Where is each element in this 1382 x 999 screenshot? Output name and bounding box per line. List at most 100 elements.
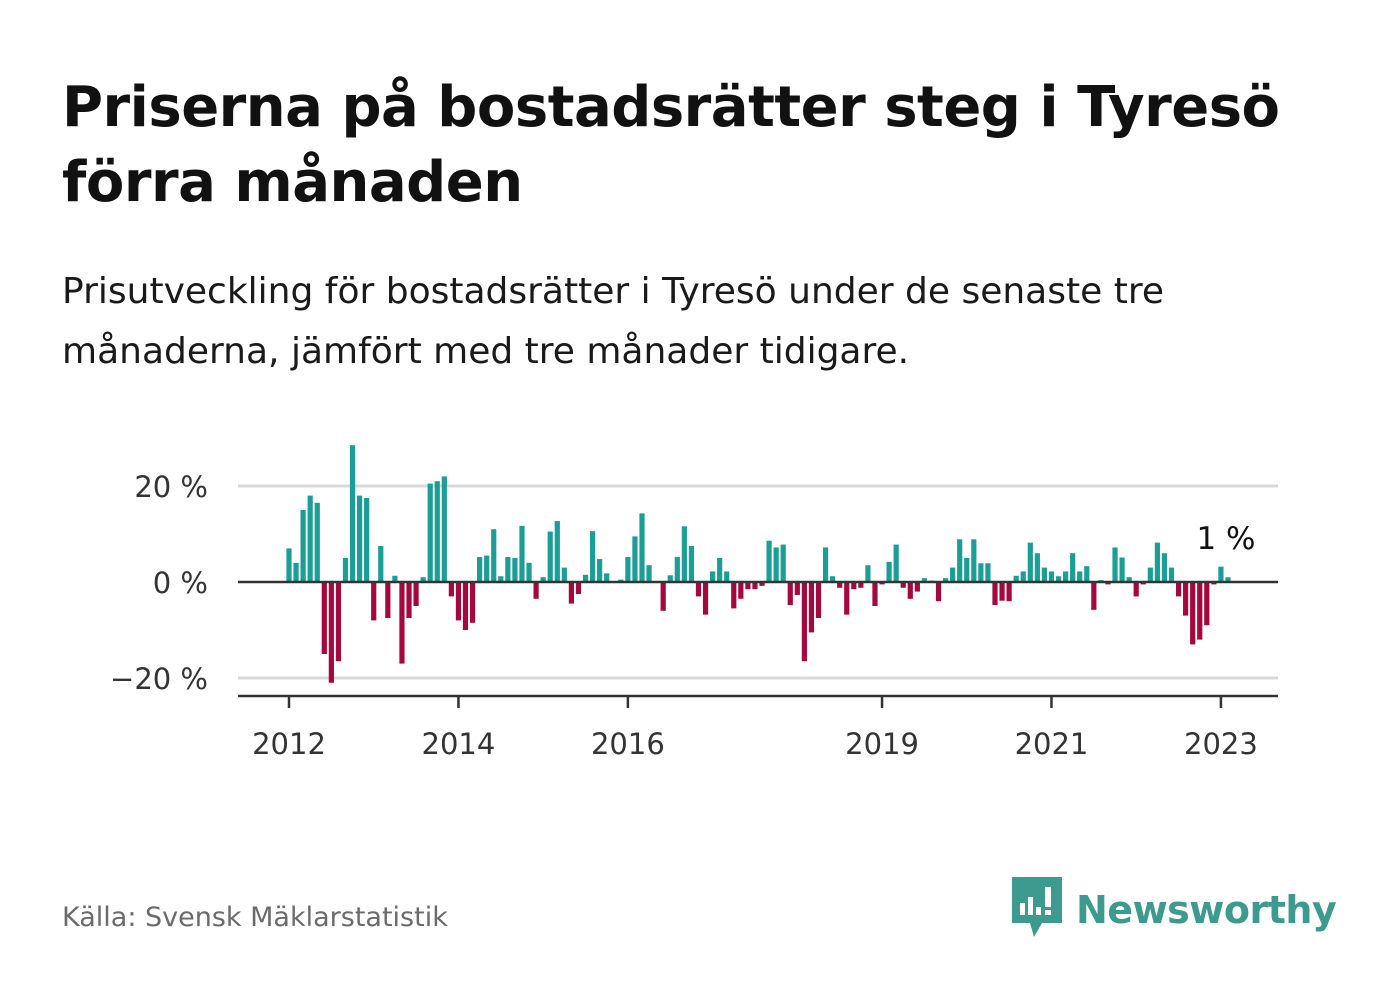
bar (441, 476, 447, 582)
bar (745, 582, 751, 590)
bar (328, 582, 334, 683)
bar (469, 582, 476, 623)
newsworthy-logo-icon (1012, 877, 1062, 943)
bar (702, 582, 709, 615)
bar (1183, 582, 1189, 616)
bar (357, 495, 363, 582)
bar (533, 582, 539, 599)
bar (448, 582, 454, 597)
brand-logo[interactable]: Newsworthy (1012, 877, 1337, 943)
x-tick-label: 2012 (252, 727, 326, 761)
bar (540, 577, 546, 582)
bar (554, 521, 560, 582)
brand-name: Newsworthy (1076, 888, 1337, 932)
bar (392, 575, 398, 582)
bar (992, 582, 998, 606)
gridlines (238, 484, 1278, 680)
bar (667, 575, 673, 582)
bar (815, 582, 822, 618)
bar (1225, 577, 1231, 582)
bar (498, 576, 504, 582)
source-note: Källa: Svensk Mäklarstatistik (62, 902, 448, 933)
bar (646, 565, 652, 582)
bar (1013, 575, 1019, 582)
bar (822, 547, 829, 582)
x-tick-label: 2019 (845, 727, 919, 761)
bar (999, 582, 1005, 601)
bar (893, 544, 899, 582)
bar (830, 576, 836, 582)
bar (342, 558, 349, 582)
bar (710, 571, 716, 582)
bar (1119, 557, 1125, 582)
y-axis-labels: 20 % 0 % −20 % (110, 470, 208, 696)
bar (307, 495, 313, 582)
bar (1161, 553, 1168, 582)
bar (321, 582, 327, 654)
bar (300, 510, 306, 582)
bar (1020, 571, 1026, 582)
bar (1084, 566, 1090, 582)
chart-subtitle: Prisutveckling för bostadsrätter i Tyres… (62, 271, 1164, 372)
bar (286, 548, 292, 582)
bar (597, 558, 603, 582)
bar (1218, 566, 1224, 582)
bar (935, 582, 942, 602)
bar (950, 567, 956, 582)
bar (851, 582, 857, 590)
y-tick-label: 0 % (153, 566, 208, 600)
bar (773, 547, 779, 582)
bar (293, 562, 299, 582)
bar (462, 582, 469, 630)
bar (900, 582, 906, 588)
bar (985, 563, 991, 582)
bar (632, 536, 638, 582)
bar (794, 582, 800, 595)
bar (1041, 567, 1048, 582)
bar (575, 582, 582, 594)
bar (314, 502, 320, 582)
bar (547, 531, 553, 582)
bar (526, 562, 532, 582)
bar (787, 582, 793, 606)
latest-value-annotation: 1 % (1196, 521, 1255, 557)
bar (907, 582, 913, 599)
y-tick-label: −20 % (110, 662, 208, 696)
bar (1070, 553, 1076, 582)
bar (491, 529, 497, 582)
bar (1204, 582, 1210, 626)
bar (978, 563, 984, 582)
bar (738, 582, 744, 599)
bar (639, 513, 645, 582)
x-tick-label: 2016 (591, 727, 665, 761)
bar (1034, 553, 1040, 582)
bar (837, 582, 843, 588)
bar (568, 582, 574, 604)
bar (858, 582, 864, 588)
bar (427, 483, 433, 582)
bar (505, 557, 511, 582)
bar (1048, 571, 1055, 582)
bar (413, 582, 419, 606)
bar (717, 558, 723, 582)
bar (604, 573, 610, 582)
bar (964, 558, 970, 582)
bar (519, 525, 525, 582)
bar (434, 481, 440, 582)
bar (759, 582, 765, 586)
bar (971, 539, 977, 582)
bar (674, 557, 680, 582)
bar (1197, 582, 1203, 640)
bar (335, 582, 342, 662)
bar (1147, 567, 1153, 582)
bar (484, 555, 490, 582)
bar (1077, 571, 1083, 582)
bar (872, 582, 878, 606)
bar (681, 526, 687, 582)
bar (349, 445, 356, 582)
bar (561, 567, 567, 582)
bar (1006, 582, 1012, 602)
bar (1154, 542, 1160, 582)
bar (589, 531, 596, 582)
bar (420, 577, 426, 582)
